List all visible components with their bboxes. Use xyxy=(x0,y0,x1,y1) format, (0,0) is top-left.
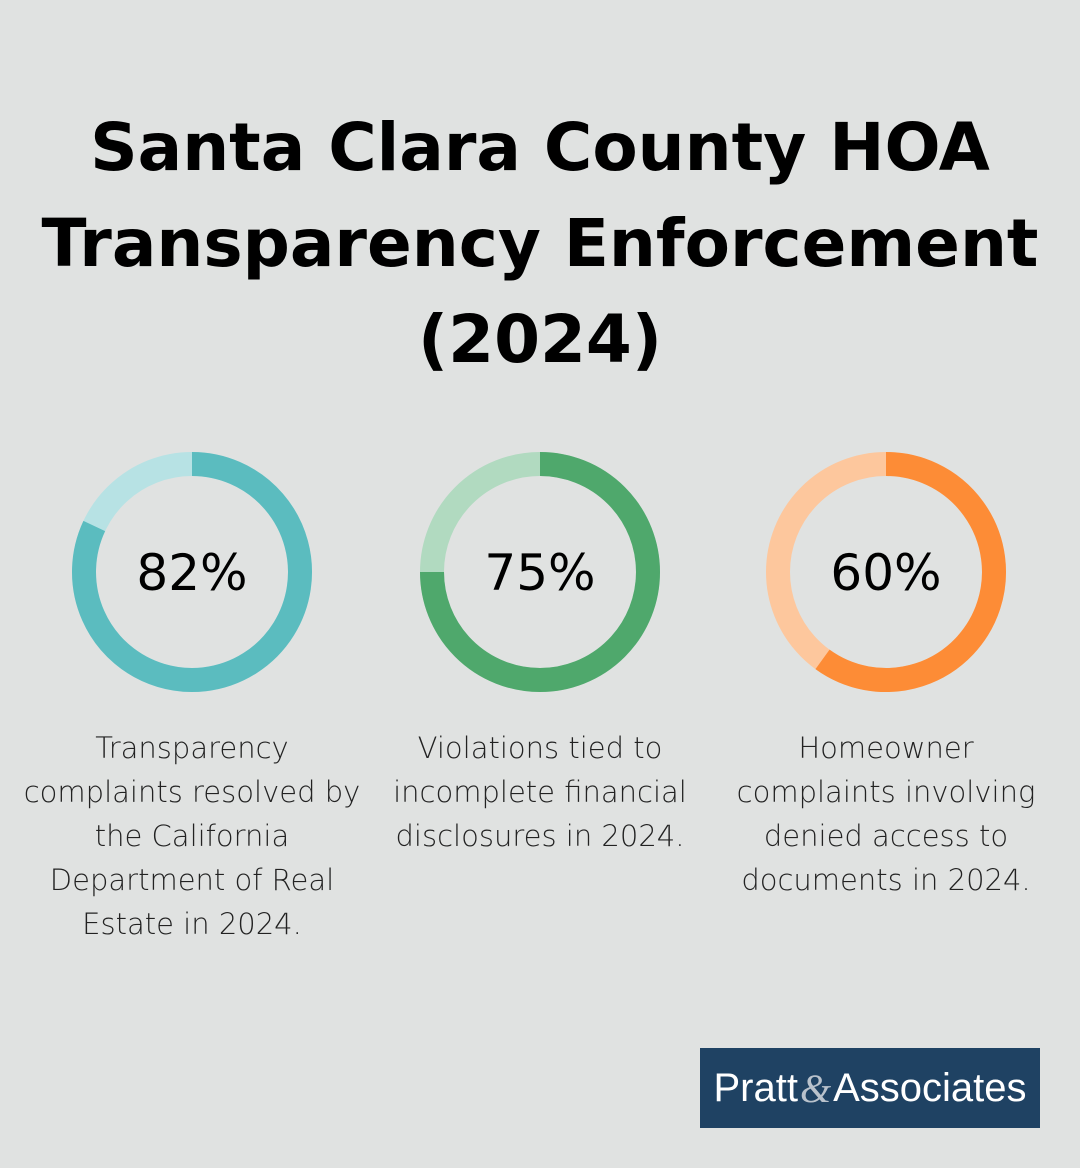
donut-label: 60% xyxy=(830,544,941,602)
stat-card-2: 75% Violations tied to incomplete financ… xyxy=(370,450,710,858)
stat-card-1: 82% Transparency complaints resolved by … xyxy=(22,450,362,946)
donut-value-arc xyxy=(72,452,312,692)
title-line: (2024) xyxy=(417,301,663,378)
title-line: Transparency Enforcement xyxy=(41,205,1039,282)
donut-label: 82% xyxy=(136,544,247,602)
logo-text: Pratt xyxy=(713,1065,798,1110)
pratt-associates-logo: Pratt & Associates xyxy=(700,1048,1040,1128)
donut-label: 75% xyxy=(484,544,595,602)
logo-ampersand: & xyxy=(799,1065,832,1111)
stat-card-3: 60% Homeowner complaints involving denie… xyxy=(716,450,1056,902)
logo-text: Associates xyxy=(833,1065,1027,1110)
donut-value-arc xyxy=(420,452,660,692)
donut-chart: 60% xyxy=(766,452,1006,692)
stat-caption: Violations tied to incomplete financial … xyxy=(393,731,687,853)
page-title: Santa Clara County HOA Transparency Enfo… xyxy=(0,100,1080,388)
title-line: Santa Clara County HOA xyxy=(90,109,990,186)
donut-chart: 75% xyxy=(420,452,660,692)
stat-caption: Transparency complaints resolved by the … xyxy=(23,731,361,941)
stat-caption: Homeowner complaints involving denied ac… xyxy=(736,731,1036,897)
donut-chart: 82% xyxy=(72,452,312,692)
donut-value-arc xyxy=(815,452,1006,692)
